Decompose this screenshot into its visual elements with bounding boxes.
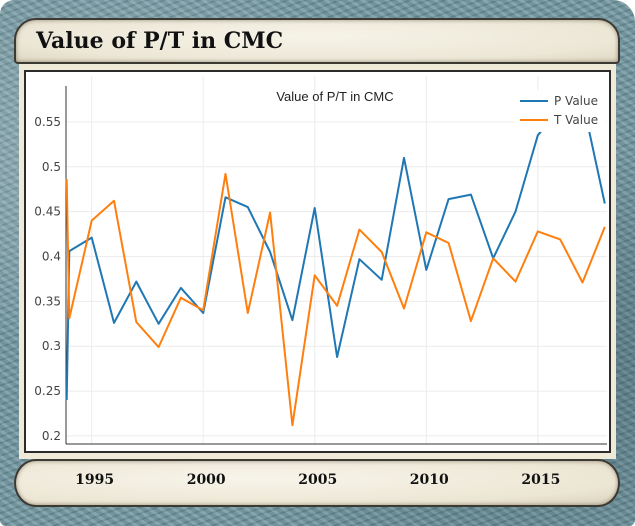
y-tick-label: 0.5 (42, 160, 61, 174)
x-tick-label: 1995 (75, 472, 115, 488)
title-banner: Value of P/T in CMC (14, 18, 620, 64)
gridlines (66, 76, 607, 444)
y-tick-label: 0.35 (34, 294, 61, 308)
y-tick-label: 0.3 (42, 339, 61, 353)
y-tick-label: 0.55 (34, 115, 61, 129)
plot-area (24, 70, 611, 453)
card-title: Value of P/T in CMC (36, 28, 284, 54)
legend-box (514, 90, 606, 132)
y-tick-label: 0.2 (42, 429, 61, 443)
x-tick-label: 2005 (298, 472, 338, 488)
y-tick-label: 0.25 (34, 384, 61, 398)
x-tick-label: 2000 (186, 472, 226, 488)
series-lines (65, 99, 606, 427)
chart-title: Value of P/T in CMC (276, 89, 393, 104)
x-tick-label: 2010 (409, 472, 449, 488)
legend-label[interactable]: P Value (554, 94, 598, 108)
series-line-p-value (65, 99, 606, 401)
axes: 0.2 0.25 0.3 0.35 0.4 0.45 0.5 0.55 (34, 86, 607, 445)
y-tick-label: 0.45 (34, 205, 61, 219)
legend-label[interactable]: T Value (553, 113, 598, 127)
legend: P Value T Value (514, 90, 606, 132)
y-tick-label: 0.4 (42, 249, 61, 263)
bottom-banner (14, 459, 620, 507)
series-line-t-value (65, 172, 606, 427)
x-tick-label: 2015 (521, 472, 561, 488)
